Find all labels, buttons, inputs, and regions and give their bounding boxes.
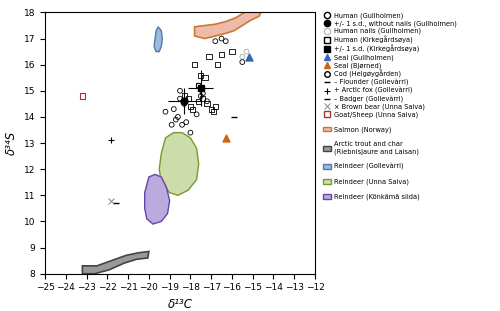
Point: [212, 39, 220, 44]
Point: [186, 130, 194, 135]
Point: [222, 39, 230, 44]
Point: [244, 54, 252, 59]
Point: [197, 94, 205, 99]
Point: [174, 114, 182, 119]
Point: [218, 52, 226, 57]
Point: [172, 117, 180, 122]
Polygon shape: [144, 174, 170, 224]
Point: [176, 96, 184, 101]
Point: [180, 101, 188, 106]
Point: [214, 62, 222, 67]
Point: [228, 49, 236, 54]
Point: [238, 60, 246, 65]
Point: [222, 135, 230, 140]
Point: [188, 107, 196, 112]
Point: [190, 62, 198, 67]
Point: [178, 122, 186, 127]
Polygon shape: [154, 27, 162, 52]
Point: [162, 109, 170, 114]
Point: [199, 96, 207, 101]
Point: [184, 96, 192, 101]
Point: [205, 54, 213, 59]
Point: [203, 101, 211, 106]
Point: [194, 83, 202, 88]
Point: [201, 75, 209, 80]
Point: [194, 83, 202, 88]
Point: [242, 49, 250, 54]
Point: [186, 104, 194, 109]
X-axis label: δ¹³C: δ¹³C: [168, 298, 192, 311]
Point: [238, 54, 246, 59]
Polygon shape: [194, 8, 263, 39]
Point: [203, 99, 211, 104]
Point: [192, 112, 200, 117]
Point: [78, 94, 86, 99]
Point: [182, 120, 190, 125]
Point: [168, 122, 175, 127]
Y-axis label: δ³⁴S: δ³⁴S: [5, 131, 18, 155]
Point: [180, 94, 188, 99]
Legend: Human (Gullholmen), +/- 1 s.d., without nails (Gullholmen), Human nails (Gullhol: Human (Gullholmen), +/- 1 s.d., without …: [320, 10, 460, 203]
Polygon shape: [82, 252, 149, 274]
Point: [207, 107, 215, 112]
Point: [212, 104, 220, 109]
Point: [218, 36, 226, 41]
Point: [209, 109, 217, 114]
Point: [170, 107, 178, 112]
Point: [176, 88, 184, 93]
Point: [199, 91, 207, 96]
Polygon shape: [159, 132, 198, 195]
Point: [194, 99, 202, 104]
Point: [197, 73, 205, 78]
